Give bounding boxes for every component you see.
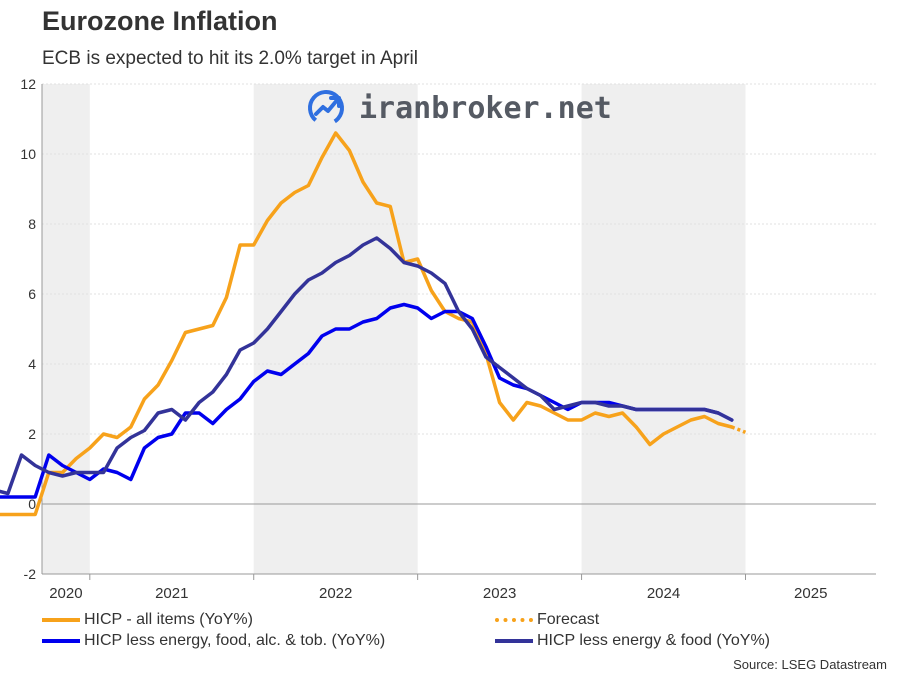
legend-item-core-broad: HICP less energy & food (YoY%) bbox=[495, 632, 770, 650]
shaded-year-bands bbox=[42, 84, 746, 574]
legend-label-core-broad: HICP less energy & food (YoY%) bbox=[537, 632, 771, 649]
legend-label-hicp-all: HICP - all items (YoY%) bbox=[84, 611, 253, 628]
y-tick-label: 2 bbox=[28, 426, 36, 442]
y-tick-label: 12 bbox=[20, 76, 36, 92]
x-tick-label-2025: 2025 bbox=[794, 585, 827, 602]
legend-swatch-core-broad bbox=[495, 639, 533, 643]
legend-label-core-narrow: HICP less energy, food, alc. & tob. (YoY… bbox=[84, 632, 386, 649]
legend-swatch-core-narrow bbox=[42, 639, 80, 643]
y-tick-label: 6 bbox=[28, 286, 36, 302]
legend-swatch-forecast bbox=[495, 618, 533, 622]
x-tick-label-2021: 2021 bbox=[155, 585, 188, 602]
y-tick-label: 8 bbox=[28, 216, 36, 232]
chart-subtitle: ECB is expected to hit its 2.0% target i… bbox=[42, 48, 418, 69]
legend-label-forecast: Forecast bbox=[537, 611, 600, 628]
x-tick-label-2024: 2024 bbox=[647, 585, 680, 602]
x-tick-label-2020: 2020 bbox=[49, 585, 82, 602]
year-band-2020 bbox=[42, 84, 90, 574]
y-tick-label: 4 bbox=[28, 356, 36, 372]
x-tick-label-2022: 2022 bbox=[319, 585, 352, 602]
series-line-hicp-all bbox=[0, 131, 734, 517]
series-line-forecast bbox=[731, 425, 747, 434]
y-tick-label: 0 bbox=[28, 496, 36, 512]
legend-swatch-hicp-all bbox=[42, 618, 80, 622]
legend-item-hicp-all: HICP - all items (YoY%) bbox=[42, 611, 253, 629]
legend-item-core-narrow: HICP less energy, food, alc. & tob. (YoY… bbox=[42, 632, 385, 650]
watermark-logo: iranbroker.net bbox=[305, 86, 612, 130]
gridlines bbox=[42, 83, 876, 575]
legend-item-forecast: Forecast bbox=[495, 611, 599, 629]
series-line-core-broad bbox=[0, 236, 734, 496]
tick-labels: 12 10 8 6 4 2 0 -2 2020 2021 2022 2023 2024 2025 bbox=[20, 76, 827, 602]
axes bbox=[41, 84, 876, 580]
chart-title: Eurozone Inflation bbox=[42, 6, 278, 36]
trend-up-icon bbox=[308, 90, 344, 126]
y-tick-label: 10 bbox=[20, 146, 36, 162]
y-tick-label: -2 bbox=[24, 566, 37, 582]
year-band-2024 bbox=[581, 84, 746, 574]
x-tick-label-2023: 2023 bbox=[483, 585, 516, 602]
watermark-text: iranbroker.net bbox=[359, 90, 612, 126]
series-lines bbox=[0, 131, 747, 517]
source-note: Source: LSEG Datastream bbox=[733, 657, 887, 672]
